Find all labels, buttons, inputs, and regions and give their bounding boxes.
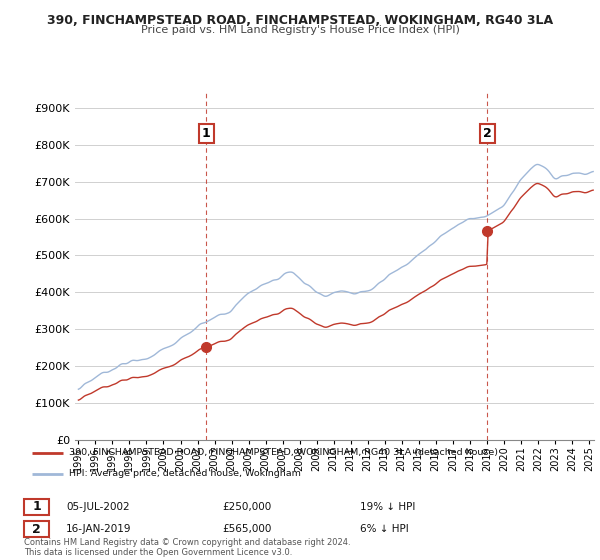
Text: 1: 1 (32, 500, 41, 514)
Text: 05-JUL-2002: 05-JUL-2002 (66, 502, 130, 512)
Text: £565,000: £565,000 (222, 524, 271, 534)
Text: Contains HM Land Registry data © Crown copyright and database right 2024.
This d: Contains HM Land Registry data © Crown c… (24, 538, 350, 557)
Text: 2: 2 (32, 522, 41, 536)
Text: HPI: Average price, detached house, Wokingham: HPI: Average price, detached house, Woki… (69, 469, 301, 478)
Text: 390, FINCHAMPSTEAD ROAD, FINCHAMPSTEAD, WOKINGHAM, RG40 3LA: 390, FINCHAMPSTEAD ROAD, FINCHAMPSTEAD, … (47, 14, 553, 27)
Text: Price paid vs. HM Land Registry's House Price Index (HPI): Price paid vs. HM Land Registry's House … (140, 25, 460, 35)
Text: 19% ↓ HPI: 19% ↓ HPI (360, 502, 415, 512)
Text: 6% ↓ HPI: 6% ↓ HPI (360, 524, 409, 534)
Text: 390, FINCHAMPSTEAD ROAD, FINCHAMPSTEAD, WOKINGHAM, RG40 3LA (detached house): 390, FINCHAMPSTEAD ROAD, FINCHAMPSTEAD, … (69, 449, 498, 458)
Text: 1: 1 (202, 127, 211, 141)
Text: 2: 2 (483, 127, 492, 141)
Text: £250,000: £250,000 (222, 502, 271, 512)
Text: 16-JAN-2019: 16-JAN-2019 (66, 524, 131, 534)
